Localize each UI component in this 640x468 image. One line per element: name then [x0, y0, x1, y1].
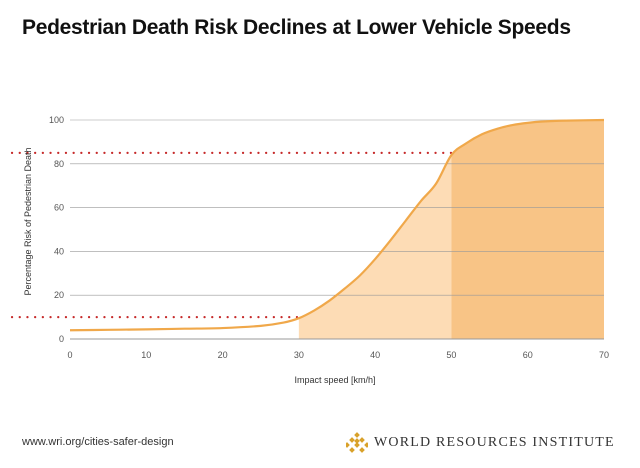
y-tick-label-80: 80 [54, 159, 64, 169]
shaded-band-light [298, 155, 452, 339]
chart-title: Pedestrian Death Risk Declines at Lower … [22, 16, 571, 39]
risk-chart: 0 20 40 60 80 100 0 10 20 30 40 50 60 70 Impact speed … [10, 115, 609, 385]
y-tick-label-100: 100 [49, 115, 64, 125]
x-axis-label: Impact speed [km/h] [294, 375, 375, 385]
risk-curve [69, 118, 605, 332]
y-tick-label-0: 0 [59, 334, 64, 344]
x-tick-label-0: 0 [67, 350, 72, 360]
x-tick-label-20: 20 [218, 350, 228, 360]
x-tick-label-50: 50 [446, 350, 456, 360]
source-url: www.wri.org/cities-safer-design [22, 436, 174, 448]
y-axis-label: Percentage Risk of Pedestrian Death [23, 147, 33, 295]
y-tick-label-40: 40 [54, 246, 64, 256]
org-name: WORLD RESOURCES INSTITUTE [374, 435, 615, 450]
x-tick-label-70: 70 [599, 350, 609, 360]
org-branding: WORLD RESOURCES INSTITUTE [346, 432, 615, 454]
wri-lattice-logo-icon [346, 432, 368, 453]
x-tick-label-10: 10 [141, 350, 151, 360]
x-tick-label-40: 40 [370, 350, 380, 360]
shaded-band-dark [451, 120, 604, 339]
y-tick-label-60: 60 [54, 203, 64, 213]
y-tick-label-20: 20 [54, 290, 64, 300]
x-tick-label-30: 30 [294, 350, 304, 360]
x-tick-label-60: 60 [523, 350, 533, 360]
